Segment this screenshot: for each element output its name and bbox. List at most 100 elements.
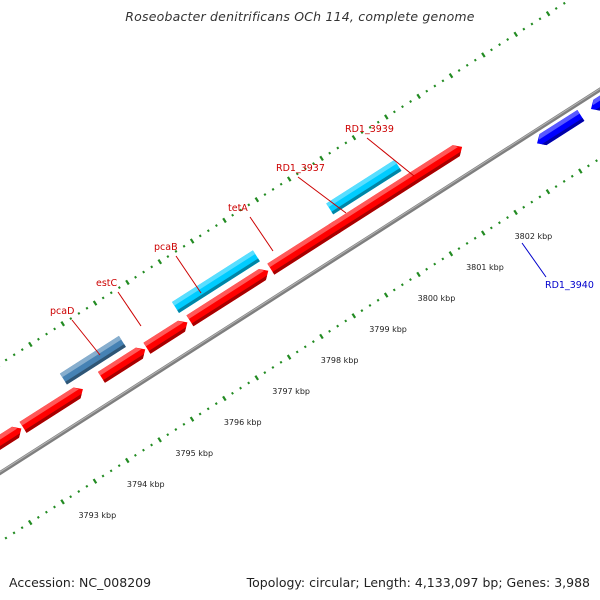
outer-major-tick — [384, 114, 389, 120]
inner-major-tick — [319, 333, 324, 340]
outer-minor-tick — [554, 7, 558, 10]
inner-minor-tick — [295, 350, 299, 354]
outer-minor-tick — [101, 296, 105, 300]
misc-feature-bar-body — [59, 335, 126, 385]
inner-minor-tick — [311, 340, 315, 344]
inner-minor-tick — [4, 536, 8, 540]
misc-feature-bar-bevel — [59, 335, 122, 378]
inner-major-tick — [416, 271, 421, 278]
inner-minor-tick — [85, 484, 89, 488]
outer-major-tick — [92, 300, 98, 306]
rna-feature-bar-body — [326, 159, 402, 215]
outer-major-tick — [157, 259, 163, 265]
inner-minor-tick — [239, 386, 242, 390]
inner-major-tick — [254, 375, 260, 381]
gene-label-leader-line — [71, 319, 101, 356]
outer-minor-tick — [303, 167, 307, 171]
inner-major-tick — [222, 395, 227, 402]
outer-minor-tick — [562, 1, 566, 5]
outer-minor-tick — [328, 151, 332, 155]
outer-major-tick — [60, 321, 65, 327]
scale-labels: 3793 kbp 3794 kbp 3795 kbp 3796 kbp 3797 kbp… — [78, 232, 552, 520]
inner-minor-tick — [441, 257, 445, 261]
inner-minor-tick — [530, 200, 534, 204]
accession-text: Accession: NC_008209 — [9, 575, 152, 590]
inner-minor-tick — [117, 464, 121, 468]
inner-minor-tick — [489, 226, 493, 230]
inner-major-tick — [286, 354, 292, 360]
gene-labels: pcaD estC pcaB tetA RD1_3937 RD1_3939 RD1_3940 — [50, 124, 594, 356]
inner-minor-tick — [206, 407, 210, 411]
outer-minor-tick — [231, 213, 235, 217]
inner-major-tick — [351, 313, 357, 319]
inner-minor-tick — [570, 174, 574, 178]
rna-feature-bar — [171, 250, 260, 313]
inner-minor-tick — [433, 262, 437, 266]
outer-minor-tick — [198, 234, 202, 238]
outer-minor-tick — [4, 358, 8, 362]
outer-minor-tick — [392, 110, 396, 114]
outer-minor-tick — [206, 229, 210, 233]
forward-cds-arrow-bevel — [97, 347, 142, 376]
inner-minor-tick — [142, 448, 145, 452]
forward-cds-arrow — [19, 387, 83, 433]
scale-label: 3798 kbp — [321, 356, 359, 365]
gene-label-pcab: pcaB — [154, 242, 202, 294]
outer-minor-tick — [182, 244, 186, 248]
outer-minor-tick — [271, 187, 275, 191]
outer-major-tick — [222, 217, 227, 224]
outer-tick-track — [0, 1, 566, 367]
inner-major-tick — [448, 251, 454, 257]
outer-major-tick — [189, 238, 195, 244]
gene-label-text: RD1_3939 — [345, 124, 394, 135]
inner-minor-tick — [473, 236, 477, 240]
outer-minor-tick — [473, 58, 477, 62]
scale-label: 3796 kbp — [224, 418, 262, 427]
inner-minor-tick — [150, 443, 153, 447]
inner-major-tick — [480, 230, 486, 236]
inner-minor-tick — [465, 241, 469, 245]
scale-label: 3794 kbp — [127, 480, 165, 489]
inner-minor-tick — [409, 278, 412, 282]
inner-major-tick — [513, 209, 518, 216]
forward-cds-arrow-body — [186, 269, 269, 327]
forward-cds-arrow-shadow — [334, 194, 395, 236]
inner-minor-tick — [271, 365, 275, 369]
gene-label-rd1-3937: RD1_3937 — [276, 163, 347, 214]
gene-label-text: tetA — [228, 203, 248, 214]
inner-minor-tick — [231, 391, 234, 395]
inner-minor-tick — [182, 422, 186, 426]
outer-minor-tick — [12, 353, 16, 357]
forward-cds-arrow — [186, 269, 269, 327]
inner-minor-tick — [166, 433, 170, 437]
misc-feature-bar — [59, 335, 126, 385]
inner-minor-tick — [109, 469, 113, 473]
inner-minor-tick — [77, 490, 81, 493]
inner-minor-tick — [400, 283, 404, 287]
scale-label: 3795 kbp — [175, 449, 213, 458]
outer-minor-tick — [134, 275, 137, 279]
inner-minor-tick — [279, 360, 283, 364]
outer-minor-tick — [409, 100, 413, 103]
inner-minor-tick — [198, 412, 202, 416]
gene-label-text: RD1_3937 — [276, 163, 325, 174]
scale-label: 3800 kbp — [418, 294, 456, 303]
inner-minor-tick — [497, 221, 501, 225]
outer-major-tick — [286, 176, 292, 182]
inner-minor-tick — [69, 495, 73, 499]
outer-minor-tick — [45, 332, 48, 336]
inner-minor-tick — [12, 531, 16, 535]
inner-minor-tick — [53, 505, 56, 509]
outer-major-tick — [319, 155, 324, 162]
gene-label-leader-line — [366, 137, 415, 177]
forward-cds-arrow-shadow — [272, 227, 343, 275]
gene-label-estc: estC — [96, 278, 142, 327]
gene-label-leader-line — [249, 216, 274, 252]
forward-cds-arrow-bevel — [386, 145, 459, 192]
inner-minor-tick — [44, 510, 48, 514]
inner-minor-tick — [595, 159, 598, 163]
inner-minor-tick — [368, 303, 372, 307]
outer-minor-tick — [401, 105, 404, 109]
misc-feature-bar-shadow — [65, 344, 126, 385]
